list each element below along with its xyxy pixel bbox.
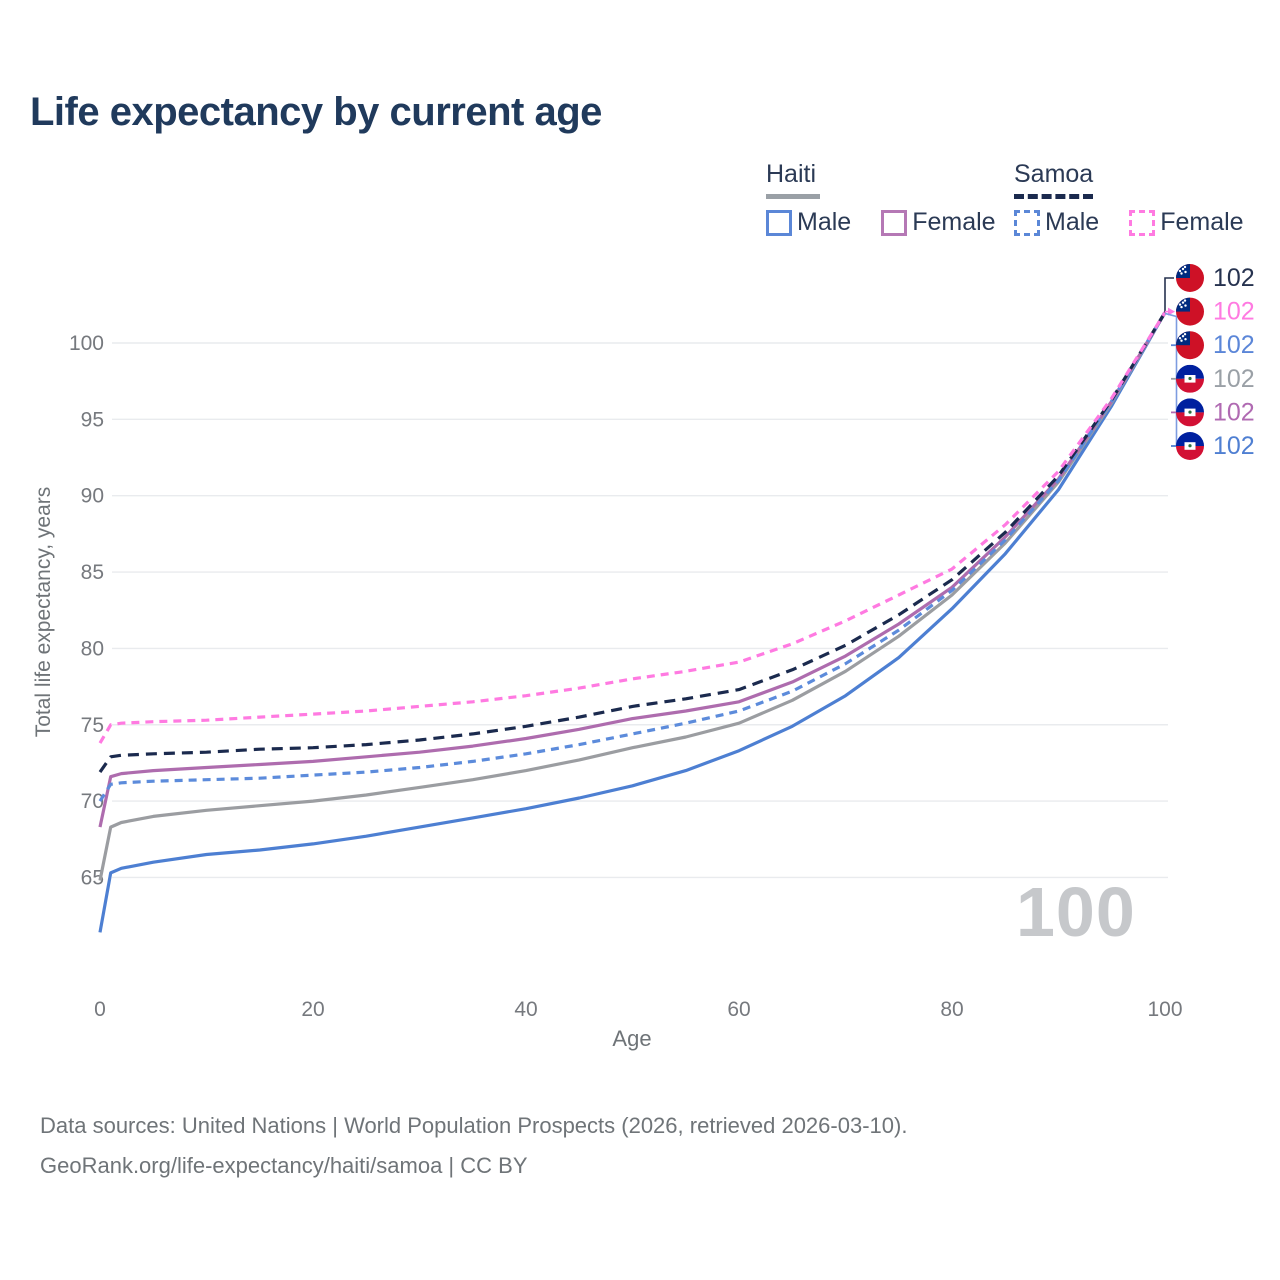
x-tick-label: 20 [301,998,324,1021]
x-tick-label: 80 [940,998,963,1021]
end-value-label: 102 [1213,398,1255,426]
legend-header-haiti[interactable]: Haiti [766,160,820,199]
end-label-row-samoa-0[interactable]: 102 [1176,264,1255,292]
y-tick-label: 80 [81,637,104,660]
x-tick-label: 60 [727,998,750,1021]
legend-label: Female [1160,208,1244,236]
series-line-samoa-both[interactable] [98,311,1167,774]
end-value-label: 102 [1213,432,1255,460]
y-tick-label: 65 [81,866,104,889]
samoa-female-swatch-icon [1129,209,1156,236]
legend-item-samoa-female[interactable]: Female [1129,208,1244,237]
end-label-row-haiti-5[interactable]: 102 [1176,432,1255,460]
samoa-flag-icon [1176,331,1204,360]
haiti-male-swatch-icon [766,209,792,236]
legend-group-haiti: Haiti Male Female [766,160,996,237]
legend-label: Female [912,208,996,236]
end-value-label: 102 [1213,264,1255,292]
y-tick-label: 95 [81,408,104,431]
x-tick-label: 0 [94,998,106,1021]
end-value-label: 102 [1213,331,1255,359]
legend-item-haiti-female[interactable]: Female [881,208,996,237]
leader-line [1164,277,1174,313]
series-line-samoa-male[interactable] [98,311,1167,802]
y-tick-label: 90 [81,485,104,508]
series-line-samoa-female[interactable] [98,311,1167,744]
end-label-row-haiti-3[interactable]: 102 [1176,364,1255,393]
legend-item-haiti-male[interactable]: Male [766,208,851,237]
page-title: Life expectancy by current age [30,90,602,134]
haiti-flag-icon [1176,432,1204,460]
legend-item-samoa-male[interactable]: Male [1014,208,1099,237]
haiti-female-swatch-icon [881,209,908,236]
footer: Data sources: United Nations | World Pop… [40,1106,907,1186]
samoa-male-swatch-icon [1014,209,1040,236]
end-label-row-samoa-1[interactable]: 102 [1176,297,1255,326]
leader-line [1164,312,1178,446]
legend-group-samoa: Samoa Male Female [1014,160,1244,237]
haiti-flag-icon [1176,364,1204,393]
hover-age-watermark: 100 [1016,873,1136,951]
end-value-label: 102 [1213,365,1255,393]
x-tick-label: 100 [1147,998,1182,1021]
end-label-row-haiti-4[interactable]: 102 [1176,398,1255,427]
series-line-haiti-both[interactable] [98,311,1167,881]
series-line-haiti-male[interactable] [98,311,1167,933]
y-tick-label: 100 [69,332,104,355]
x-axis-title: Age [612,1026,652,1051]
leader-arrow-icon [1168,307,1175,316]
legend-header-samoa[interactable]: Samoa [1014,160,1094,199]
haiti-flag-icon [1176,398,1204,427]
legend-label: Male [797,208,852,236]
end-value-label: 102 [1213,298,1255,326]
y-tick-label: 85 [81,561,104,584]
y-tick-label: 75 [81,714,104,737]
y-tick-label: 70 [81,790,104,813]
data-sources-line: Data sources: United Nations | World Pop… [40,1113,908,1138]
series-line-haiti-female[interactable] [98,311,1167,828]
samoa-flag-icon [1176,264,1204,292]
samoa-flag-icon [1176,297,1204,326]
x-tick-label: 40 [514,998,537,1021]
end-label-row-samoa-2[interactable]: 102 [1176,331,1255,360]
attribution-line: GeoRank.org/life-expectancy/haiti/samoa … [40,1153,528,1178]
legend-label: Male [1045,208,1100,236]
